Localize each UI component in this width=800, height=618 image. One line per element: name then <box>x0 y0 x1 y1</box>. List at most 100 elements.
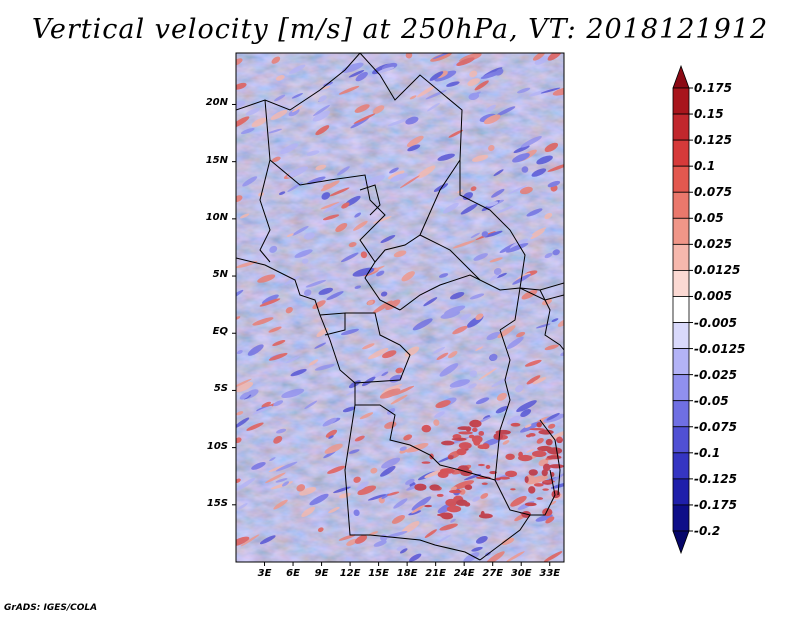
field-streak <box>520 408 532 418</box>
field-streak <box>456 499 468 506</box>
field-streak <box>387 118 410 127</box>
field-streak <box>491 376 511 388</box>
colorbar-swatch <box>672 243 690 271</box>
field-streak <box>484 230 503 238</box>
field-streak <box>273 400 284 407</box>
lon-label: 12E <box>339 568 361 579</box>
field-streak <box>236 195 243 203</box>
field-streak <box>270 109 288 120</box>
field-streak <box>385 299 401 311</box>
field-streak <box>436 493 444 497</box>
field-streak <box>547 163 564 172</box>
field-streak <box>475 346 484 351</box>
field-streak <box>376 270 385 277</box>
field-streak <box>464 473 482 481</box>
field-streak <box>353 476 361 483</box>
field-streak <box>477 463 485 467</box>
field-streak <box>545 438 553 446</box>
field-streak <box>240 128 255 135</box>
lon-label: 27E <box>482 568 504 579</box>
field-streak <box>338 85 360 95</box>
field-streak <box>405 53 413 59</box>
field-streak <box>481 482 488 485</box>
field-streak <box>535 514 553 522</box>
lat-label: 5S <box>213 383 228 395</box>
field-streak <box>325 429 338 438</box>
field-streak <box>322 201 344 213</box>
field-streak <box>323 183 331 188</box>
field-streak <box>288 108 300 117</box>
field-streak <box>433 346 446 354</box>
field-streak <box>257 274 276 283</box>
field-streak <box>468 383 477 389</box>
field-streak <box>388 170 405 180</box>
field-streak <box>430 53 452 62</box>
field-streak <box>450 518 456 523</box>
field-streak <box>512 153 530 163</box>
colorbar-swatch <box>672 426 690 454</box>
field-streak <box>544 252 553 259</box>
field-streak <box>452 480 475 490</box>
field-streak <box>290 368 307 377</box>
field-streak <box>368 347 389 360</box>
field-streak <box>429 71 444 81</box>
field-streak <box>286 233 294 237</box>
field-streak <box>481 231 489 237</box>
field-streak <box>524 359 542 367</box>
field-streak <box>348 242 357 248</box>
field-streak <box>551 490 561 499</box>
field-streak <box>312 110 331 122</box>
field-streak <box>278 191 286 195</box>
lat-label: EQ <box>212 326 228 338</box>
field-streak <box>411 505 425 514</box>
field-streak <box>531 450 547 458</box>
field-streak <box>436 352 449 360</box>
field-streak <box>458 442 472 450</box>
field-streak <box>544 212 553 220</box>
field-streak <box>261 401 272 408</box>
field-streak <box>433 419 440 426</box>
field-shading <box>236 53 564 562</box>
field-streak <box>328 435 334 439</box>
field-streak <box>448 129 464 138</box>
field-streak <box>493 433 504 440</box>
field-streak <box>460 203 478 215</box>
field-streak <box>526 375 541 385</box>
field-streak <box>316 327 329 337</box>
field-streak <box>236 289 244 299</box>
field-streak <box>377 66 395 74</box>
field-streak <box>427 102 440 112</box>
field-streak <box>236 381 254 393</box>
field-streak <box>327 465 346 474</box>
field-streak <box>528 89 551 97</box>
field-streak <box>341 202 350 209</box>
field-streak <box>472 154 489 162</box>
field-streak <box>496 205 514 214</box>
field-streak <box>486 201 499 207</box>
field-streak <box>544 142 559 152</box>
colorbar-label: 0.025 <box>694 237 732 252</box>
field-streak <box>459 489 466 495</box>
field-streak <box>543 551 563 562</box>
field-streak <box>508 185 528 195</box>
field-streak <box>460 313 472 320</box>
field-streak <box>296 484 306 492</box>
field-streak <box>542 480 555 483</box>
colorbar-label: 0.15 <box>694 107 724 122</box>
field-streak <box>456 448 467 456</box>
field-streak <box>403 434 413 441</box>
field-streak <box>367 494 387 501</box>
field-streak <box>486 331 501 341</box>
field-streak <box>442 202 459 214</box>
field-streak <box>373 540 387 547</box>
field-streak <box>305 279 326 288</box>
field-streak <box>453 437 467 441</box>
field-streak <box>423 297 438 307</box>
field-streak <box>521 289 538 300</box>
field-streak <box>433 183 449 192</box>
field-streak <box>489 274 499 281</box>
field-streak <box>246 422 264 431</box>
field-streak <box>405 442 429 453</box>
field-streak <box>380 291 388 297</box>
field-streak <box>445 498 458 507</box>
